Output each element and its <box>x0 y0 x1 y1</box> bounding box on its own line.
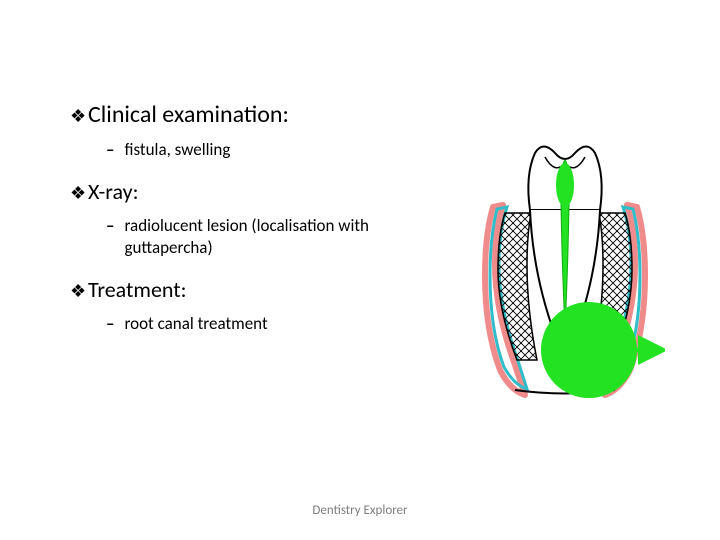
section-clinical: ❖ Clinical examination: <box>70 100 470 129</box>
section-xray: ❖ X-ray: <box>70 178 470 205</box>
footer-text: Dentistry Explorer <box>0 503 720 518</box>
heading-text: Treatment: <box>88 276 187 303</box>
heading-text: Clinical examination: <box>88 100 289 129</box>
dash-bullet-icon: – <box>106 313 114 334</box>
diamond-bullet-icon: ❖ <box>70 107 84 125</box>
sub-text: fistula, swelling <box>124 139 230 160</box>
sub-text: radiolucent lesion (localisation with gu… <box>124 215 416 258</box>
text-content: ❖ Clinical examination: – fistula, swell… <box>70 100 470 352</box>
sub-text: root canal treatment <box>124 313 267 334</box>
diamond-bullet-icon: ❖ <box>70 184 84 202</box>
sub-treatment: – root canal treatment <box>106 313 416 334</box>
tooth-diagram <box>465 135 665 415</box>
sub-xray: – radiolucent lesion (localisation with … <box>106 215 416 258</box>
heading-text: X-ray: <box>88 178 138 205</box>
periapical-lesion <box>541 302 637 398</box>
dash-bullet-icon: – <box>106 215 114 236</box>
diamond-bullet-icon: ❖ <box>70 282 84 300</box>
dash-bullet-icon: – <box>106 139 114 160</box>
section-treatment: ❖ Treatment: <box>70 276 470 303</box>
sub-clinical: – fistula, swelling <box>106 139 416 160</box>
